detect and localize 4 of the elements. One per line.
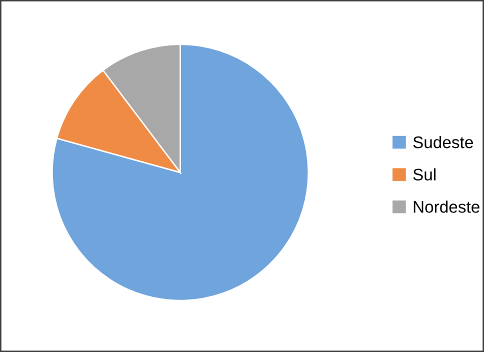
legend-label: Sul [413,168,436,181]
legend-label: Sudeste [413,136,473,148]
legend-label: Nordeste [414,200,480,213]
pie-slice [51,44,310,302]
